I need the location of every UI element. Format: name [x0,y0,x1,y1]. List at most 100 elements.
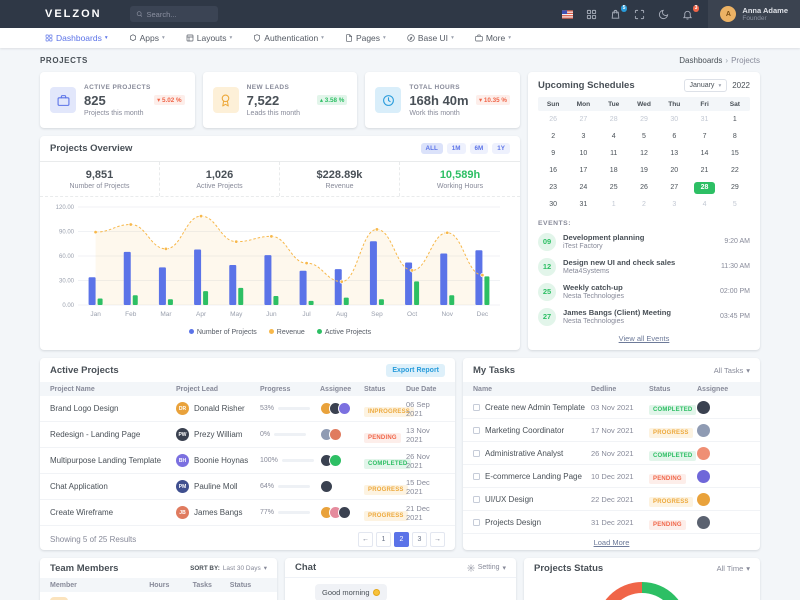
calendar-day[interactable]: 29 [730,184,739,191]
task-checkbox[interactable] [473,449,480,457]
calendar-day[interactable]: 13 [670,150,679,157]
notifications-bell-icon[interactable]: 3 [682,4,700,20]
calendar-day[interactable]: 3 [581,133,586,140]
range-filter-6m[interactable]: 6M [469,143,489,154]
calendar-day[interactable]: 1 [611,201,616,208]
progress-cell: 64% [260,483,320,490]
apps-grid-icon[interactable] [586,9,597,20]
calendar-day[interactable]: 29 [640,116,648,123]
tasks-filter-dropdown[interactable]: All Tasks ▾ [714,366,750,375]
calendar-day[interactable]: 2 [551,133,556,140]
nav-item-pages[interactable]: Pages ▾ [345,33,386,43]
export-report-button[interactable]: Export Report [386,363,445,377]
calendar-day[interactable]: 22 [730,167,739,174]
nav-item-dashboards[interactable]: Dashboards ▾ [45,33,108,43]
calendar-day-selected[interactable]: 28 [689,179,719,196]
nav-item-base-ui[interactable]: Base UI ▾ [407,33,454,43]
assignee-stack [320,454,364,467]
dark-mode-moon-icon[interactable] [658,9,669,20]
fullscreen-icon[interactable] [634,9,645,20]
global-search[interactable] [129,6,218,22]
page-button--[interactable]: → [430,532,445,547]
calendar-day[interactable]: 21 [700,167,709,174]
my-tasks-card: My Tasks All Tasks ▾ Name Dedline Status As… [463,358,760,550]
task-deadline: 22 Dec 2021 [591,494,634,504]
calendar-day[interactable]: 17 [579,167,588,174]
nav-item-label: Layouts [196,33,227,43]
calendar-day[interactable]: 27 [579,116,588,123]
calendar-day[interactable]: 16 [549,167,558,174]
calendar-day[interactable]: 26 [640,184,648,191]
task-checkbox[interactable] [473,495,480,503]
search-input[interactable] [146,9,212,19]
page-button-1[interactable]: 1 [376,532,391,547]
task-assignee-cell [697,400,750,414]
lead-avatar: DR [176,402,189,415]
range-filter-all[interactable]: ALL [420,143,443,154]
nav-item-authentication[interactable]: Authentication ▾ [253,33,324,43]
nav-item-apps[interactable]: Apps ▾ [129,33,165,43]
calendar-day[interactable]: 20 [670,167,679,174]
progress-bar [274,433,307,436]
app-logo[interactable]: VELZON [45,8,102,20]
calendar-day[interactable]: 30 [670,116,679,123]
task-checkbox[interactable] [473,403,480,411]
calendar-day[interactable]: 5 [732,201,737,208]
calendar-day[interactable]: 14 [700,150,709,157]
calendar-day[interactable]: 3 [672,201,677,208]
page-button-2[interactable]: 2 [394,532,409,547]
overview-stat-number-of-projects: 9,851 Number of Projects [40,162,160,196]
nav-item-layouts[interactable]: Layouts ▾ [186,33,232,43]
range-filter-1y[interactable]: 1Y [492,143,510,154]
calendar-day[interactable]: 7 [702,133,707,140]
calendar-day[interactable]: 9 [551,150,556,157]
schedules-title: Upcoming Schedules [538,80,635,91]
status-filter-dropdown[interactable]: All Time ▾ [717,564,750,573]
calendar-day[interactable]: 12 [640,150,648,157]
calendar-day[interactable]: 31 [700,116,709,123]
calendar-day[interactable]: 28 [609,116,618,123]
page-button-3[interactable]: 3 [412,532,427,547]
col-header-due-date: Due Date [406,385,437,393]
calendar-day[interactable]: 26 [549,116,558,123]
language-flag-icon[interactable] [562,9,574,20]
calendar-day[interactable]: 23 [549,184,558,191]
cart-icon[interactable]: 5 [610,4,628,20]
nav-item-more[interactable]: More ▾ [475,33,511,43]
calendar-day[interactable]: 2 [642,201,646,208]
event-date-badge: 09 [538,232,556,251]
calendar-day[interactable]: 4 [611,133,616,140]
calendar-day[interactable]: 8 [732,133,737,140]
month-select[interactable]: January ▾ [683,79,728,92]
calendar-day[interactable]: 6 [672,133,677,140]
task-checkbox[interactable] [473,518,480,526]
view-all-events-link[interactable]: View all Events [618,334,670,343]
calendar-day[interactable]: 18 [609,167,618,174]
calendar-day[interactable]: 31 [579,201,588,208]
calendar-day[interactable]: 15 [730,150,739,157]
calendar-day[interactable]: 11 [610,150,618,157]
calendar-day[interactable]: 24 [579,184,588,191]
calendar-day[interactable]: 27 [670,184,679,191]
user-menu[interactable]: A Anna Adame Founder [708,0,800,28]
page-button--[interactable]: ← [358,532,373,547]
task-checkbox[interactable] [473,472,480,480]
range-filter-1m[interactable]: 1M [446,143,466,154]
task-checkbox[interactable] [473,426,480,434]
calendar-day[interactable]: 25 [609,184,618,191]
team-sort-dropdown[interactable]: SORT BY: Last 30 Days ▾ [190,564,267,573]
active-projects-title: Active Projects [50,364,119,376]
calendar-day[interactable]: 5 [642,133,646,140]
task-name-cell: Projects Design [473,518,591,527]
calendar-day[interactable]: 10 [579,150,588,157]
apps-icon [129,34,136,41]
overview-stat-working-hours: 10,589h Working Hours [400,162,520,196]
calendar-day[interactable]: 30 [549,201,558,208]
calendar-day[interactable]: 4 [702,201,707,208]
clock-icon-box [375,87,402,113]
breadcrumb-parent[interactable]: Dashboards [679,55,723,65]
calendar-day[interactable]: 1 [732,116,737,123]
calendar-day[interactable]: 19 [640,167,648,174]
chat-setting-dropdown[interactable]: Setting ▾ [467,563,506,572]
load-more-link[interactable]: Load More [593,538,630,547]
